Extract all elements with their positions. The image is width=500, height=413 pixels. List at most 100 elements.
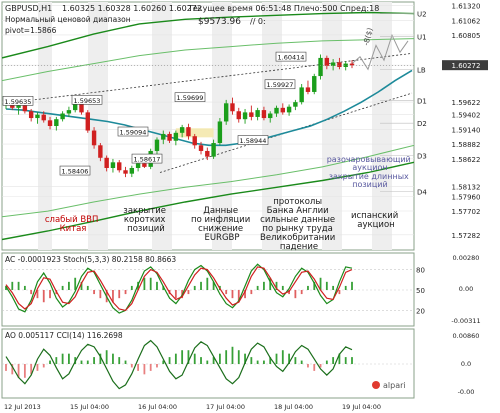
ao-cci-label: AO 0.005117 CCI(14) 116.2698 [5, 331, 123, 340]
candle-body [268, 113, 273, 119]
time-axis-label: 15 Jul 04:00 [70, 403, 109, 411]
time-axis-label: 12 Jul 2013 [4, 403, 41, 411]
price-tick-label: 1.58882 [452, 141, 481, 149]
main-panel [1, 1, 415, 251]
ao-cci-plot [2, 339, 414, 390]
price-label-box: 1.59094 [117, 126, 149, 137]
price-label-box: 1.59927 [264, 79, 296, 90]
candle-body [280, 107, 285, 113]
time-axis-label: 19 Jul 04:00 [342, 403, 381, 411]
candle-body [85, 112, 90, 131]
candle-body [249, 112, 254, 117]
price-label-frame [275, 51, 307, 62]
candle-body [198, 145, 204, 151]
candle-body [98, 145, 103, 158]
candle-body [299, 87, 304, 103]
price-label: 1.60414 [278, 54, 305, 62]
price-tick-label: 1.58622 [452, 156, 481, 164]
annotation-china-gdp: слабый ВВП Китая [45, 215, 101, 234]
price-label: 1.58944 [240, 137, 267, 145]
candle-body [261, 110, 267, 119]
candle-body [22, 105, 28, 112]
level-label-d3: D3 [417, 153, 427, 161]
candle-body [349, 63, 355, 66]
ao-tick-label: 0.00860 [453, 332, 480, 340]
logo-text: alpari [383, 381, 406, 390]
annotation-short-close: закрытие коротких позиций [123, 206, 168, 234]
price-label-box: 1.58406 [59, 165, 91, 176]
candle-body [73, 103, 78, 111]
price-tick-label: 1.61062 [452, 17, 481, 25]
candle-body [337, 62, 342, 67]
annotation-long-close: закрытие длинных позиций [329, 172, 412, 189]
price-label-frame [131, 153, 163, 164]
stoch-series-1 [5, 263, 353, 314]
candle-body [28, 111, 34, 119]
channel-upper-line [2, 11, 414, 59]
price-label-box: 1.59653 [71, 94, 103, 105]
price-tick-label: 1.57282 [452, 232, 481, 240]
channel-lower-line [2, 161, 414, 241]
price-label: 1.59094 [120, 129, 147, 137]
candle-body [230, 103, 235, 112]
session-band [262, 2, 282, 250]
candle-body [312, 76, 317, 92]
candle-body [123, 170, 128, 174]
time-axis-label: 18 Jul 04:00 [274, 403, 313, 411]
candle-body [41, 114, 46, 121]
candle-body [255, 110, 260, 117]
ohlc-label: 1.60325 1.60328 1.60260 1.60272 [62, 4, 202, 13]
price-label: 1.59653 [74, 97, 101, 105]
candle-body [60, 113, 65, 120]
ac-stoch-label: AC -0.0001923 Stoch(5,3,3) 80.2158 80.86… [5, 255, 176, 264]
candle-body [330, 62, 336, 66]
price-label-box: 1.58617 [131, 153, 163, 164]
range-label: Нормальный ценовой диапазон [5, 15, 131, 24]
symbol-label: GBPUSD,H1 [5, 4, 52, 13]
ac-tick-label: -0.00311 [451, 317, 480, 325]
price-tick-label: 1.57960 [452, 193, 481, 201]
candle-body [286, 106, 292, 113]
alpari-logo: alpari [372, 381, 406, 390]
candle-body [79, 103, 84, 113]
candle-body [66, 110, 72, 114]
price-label-frame [174, 92, 206, 102]
channel-lower2-line [2, 144, 414, 218]
candle-body [274, 107, 279, 114]
candle-body [154, 139, 160, 151]
price-tick-label: 1.59622 [452, 99, 481, 107]
price-plot [2, 2, 414, 250]
annotation-boe: протоколы Банка Англии сильные данные по… [260, 197, 338, 252]
price-label-frame [59, 165, 91, 176]
ac-stoch-plot [2, 263, 414, 314]
ac-tick-label: 0.00 [459, 285, 473, 293]
candle-body [242, 112, 248, 120]
stoch-tick-label: 50 [416, 287, 425, 295]
price-label-box: 1.59699 [174, 92, 206, 102]
extra-label: // 0: [250, 17, 266, 26]
candle-body [305, 87, 311, 92]
price-label-frame [117, 126, 149, 137]
candle-body [142, 163, 147, 167]
ac-tick-label: 0.00280 [453, 254, 480, 262]
channel-mid-line [2, 38, 414, 82]
consolidation-zone [175, 128, 214, 138]
price-tick-label: 1.59402 [452, 112, 481, 120]
price-label: 1.59635 [5, 98, 32, 106]
level-label-d4: D4 [417, 188, 427, 196]
candle-body [117, 162, 122, 171]
candle-body [217, 121, 223, 144]
candle-body [192, 136, 197, 146]
candle-body [324, 57, 330, 66]
session-band [372, 2, 392, 250]
candle-body [205, 150, 210, 157]
price-label-box: 1.59635 [2, 96, 34, 106]
time-axis-label: 17 Jul 04:00 [206, 403, 245, 411]
price-tick-label: 1.60805 [452, 32, 481, 40]
price-label-frame [71, 94, 103, 105]
price-label-frame [264, 79, 296, 90]
balance-label: $9573.96 [198, 17, 241, 27]
cci-series [5, 339, 353, 390]
candle-body [343, 63, 348, 67]
price-tick-label: 1.57702 [452, 208, 481, 216]
